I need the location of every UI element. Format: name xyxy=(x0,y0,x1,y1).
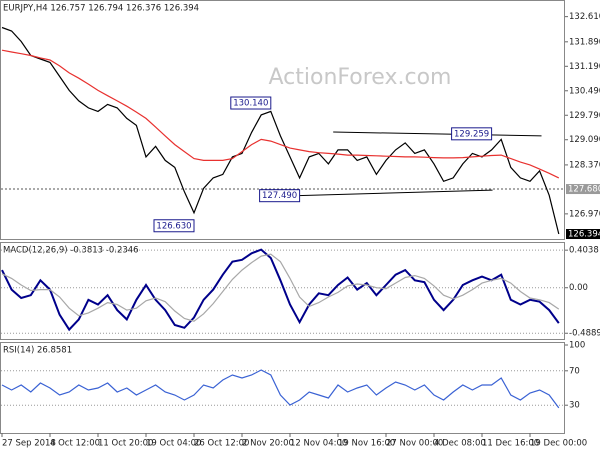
y-tick-label: 70 xyxy=(569,366,580,376)
x-tick-label: 26 Oct 12:00 xyxy=(194,439,249,449)
x-tick-label: 11 Dec 16:00 xyxy=(482,439,539,449)
macd-panel xyxy=(0,242,565,340)
series-line xyxy=(1,248,560,332)
last-price-box xyxy=(566,229,600,240)
annotation-label: 126.630 xyxy=(156,221,191,231)
x-tick-label: 19 Dec 00:00 xyxy=(530,439,587,449)
series-line xyxy=(1,253,560,322)
trendline xyxy=(333,131,542,137)
y-tick-label: 129.090 xyxy=(569,135,600,145)
y-tick-label: 131.890 xyxy=(569,37,600,47)
y-tick-label: -0.4889 xyxy=(569,329,600,339)
level-label-box xyxy=(566,184,600,195)
rsi-panel xyxy=(0,342,565,434)
x-tick-label: 19 Oct 04:00 xyxy=(146,439,201,449)
y-tick-label: 100 xyxy=(569,341,585,351)
x-tick-label: 4 Dec 08:00 xyxy=(434,439,486,449)
y-tick-label: 131.190 xyxy=(569,62,600,72)
x-tick-label: 19 Nov 16:00 xyxy=(338,439,395,449)
watermark: ActionForex.com xyxy=(269,65,452,90)
trendline xyxy=(285,189,493,197)
x-tick-label: 4 Oct 12:00 xyxy=(50,439,100,449)
annotation-box xyxy=(259,189,301,203)
y-tick-label: 130.490 xyxy=(569,86,600,96)
series-line xyxy=(1,369,560,409)
annotation-box xyxy=(153,219,195,233)
annotation-label: 129.259 xyxy=(454,129,489,139)
y-tick-label: 129.790 xyxy=(569,111,600,121)
x-tick-label: 11 Oct 20:00 xyxy=(98,439,153,449)
annotation-box xyxy=(451,127,493,141)
chart-title: EURJPY,H4 126.757 126.794 126.376 126.39… xyxy=(3,4,199,14)
y-tick-label: 30 xyxy=(569,401,580,411)
y-tick-label: 0.00 xyxy=(569,283,588,293)
x-tick-label: 27 Nov 00:00 xyxy=(386,439,443,449)
x-tick-label: 12 Nov 04:00 xyxy=(290,439,347,449)
annotation-label: 127.490 xyxy=(262,191,297,201)
level-label: 127.680 xyxy=(568,185,600,195)
series-line xyxy=(1,26,560,235)
x-tick-label: 27 Sep 2018 xyxy=(2,439,56,449)
y-tick-label: 132.610 xyxy=(569,12,600,22)
series-line xyxy=(1,49,560,179)
x-tick-label: 2 Nov 20:00 xyxy=(242,439,294,449)
annotation-label: 130.140 xyxy=(233,99,268,109)
annotation-box xyxy=(230,96,272,110)
y-tick-label: 0.4038 xyxy=(569,246,599,256)
price-panel xyxy=(0,0,565,240)
y-tick-label: 128.370 xyxy=(569,160,600,170)
rsi-title: RSI(14) 26.8581 xyxy=(3,346,72,356)
last-price-label: 126.394 xyxy=(568,230,600,240)
y-tick-label: 126.970 xyxy=(569,209,600,219)
